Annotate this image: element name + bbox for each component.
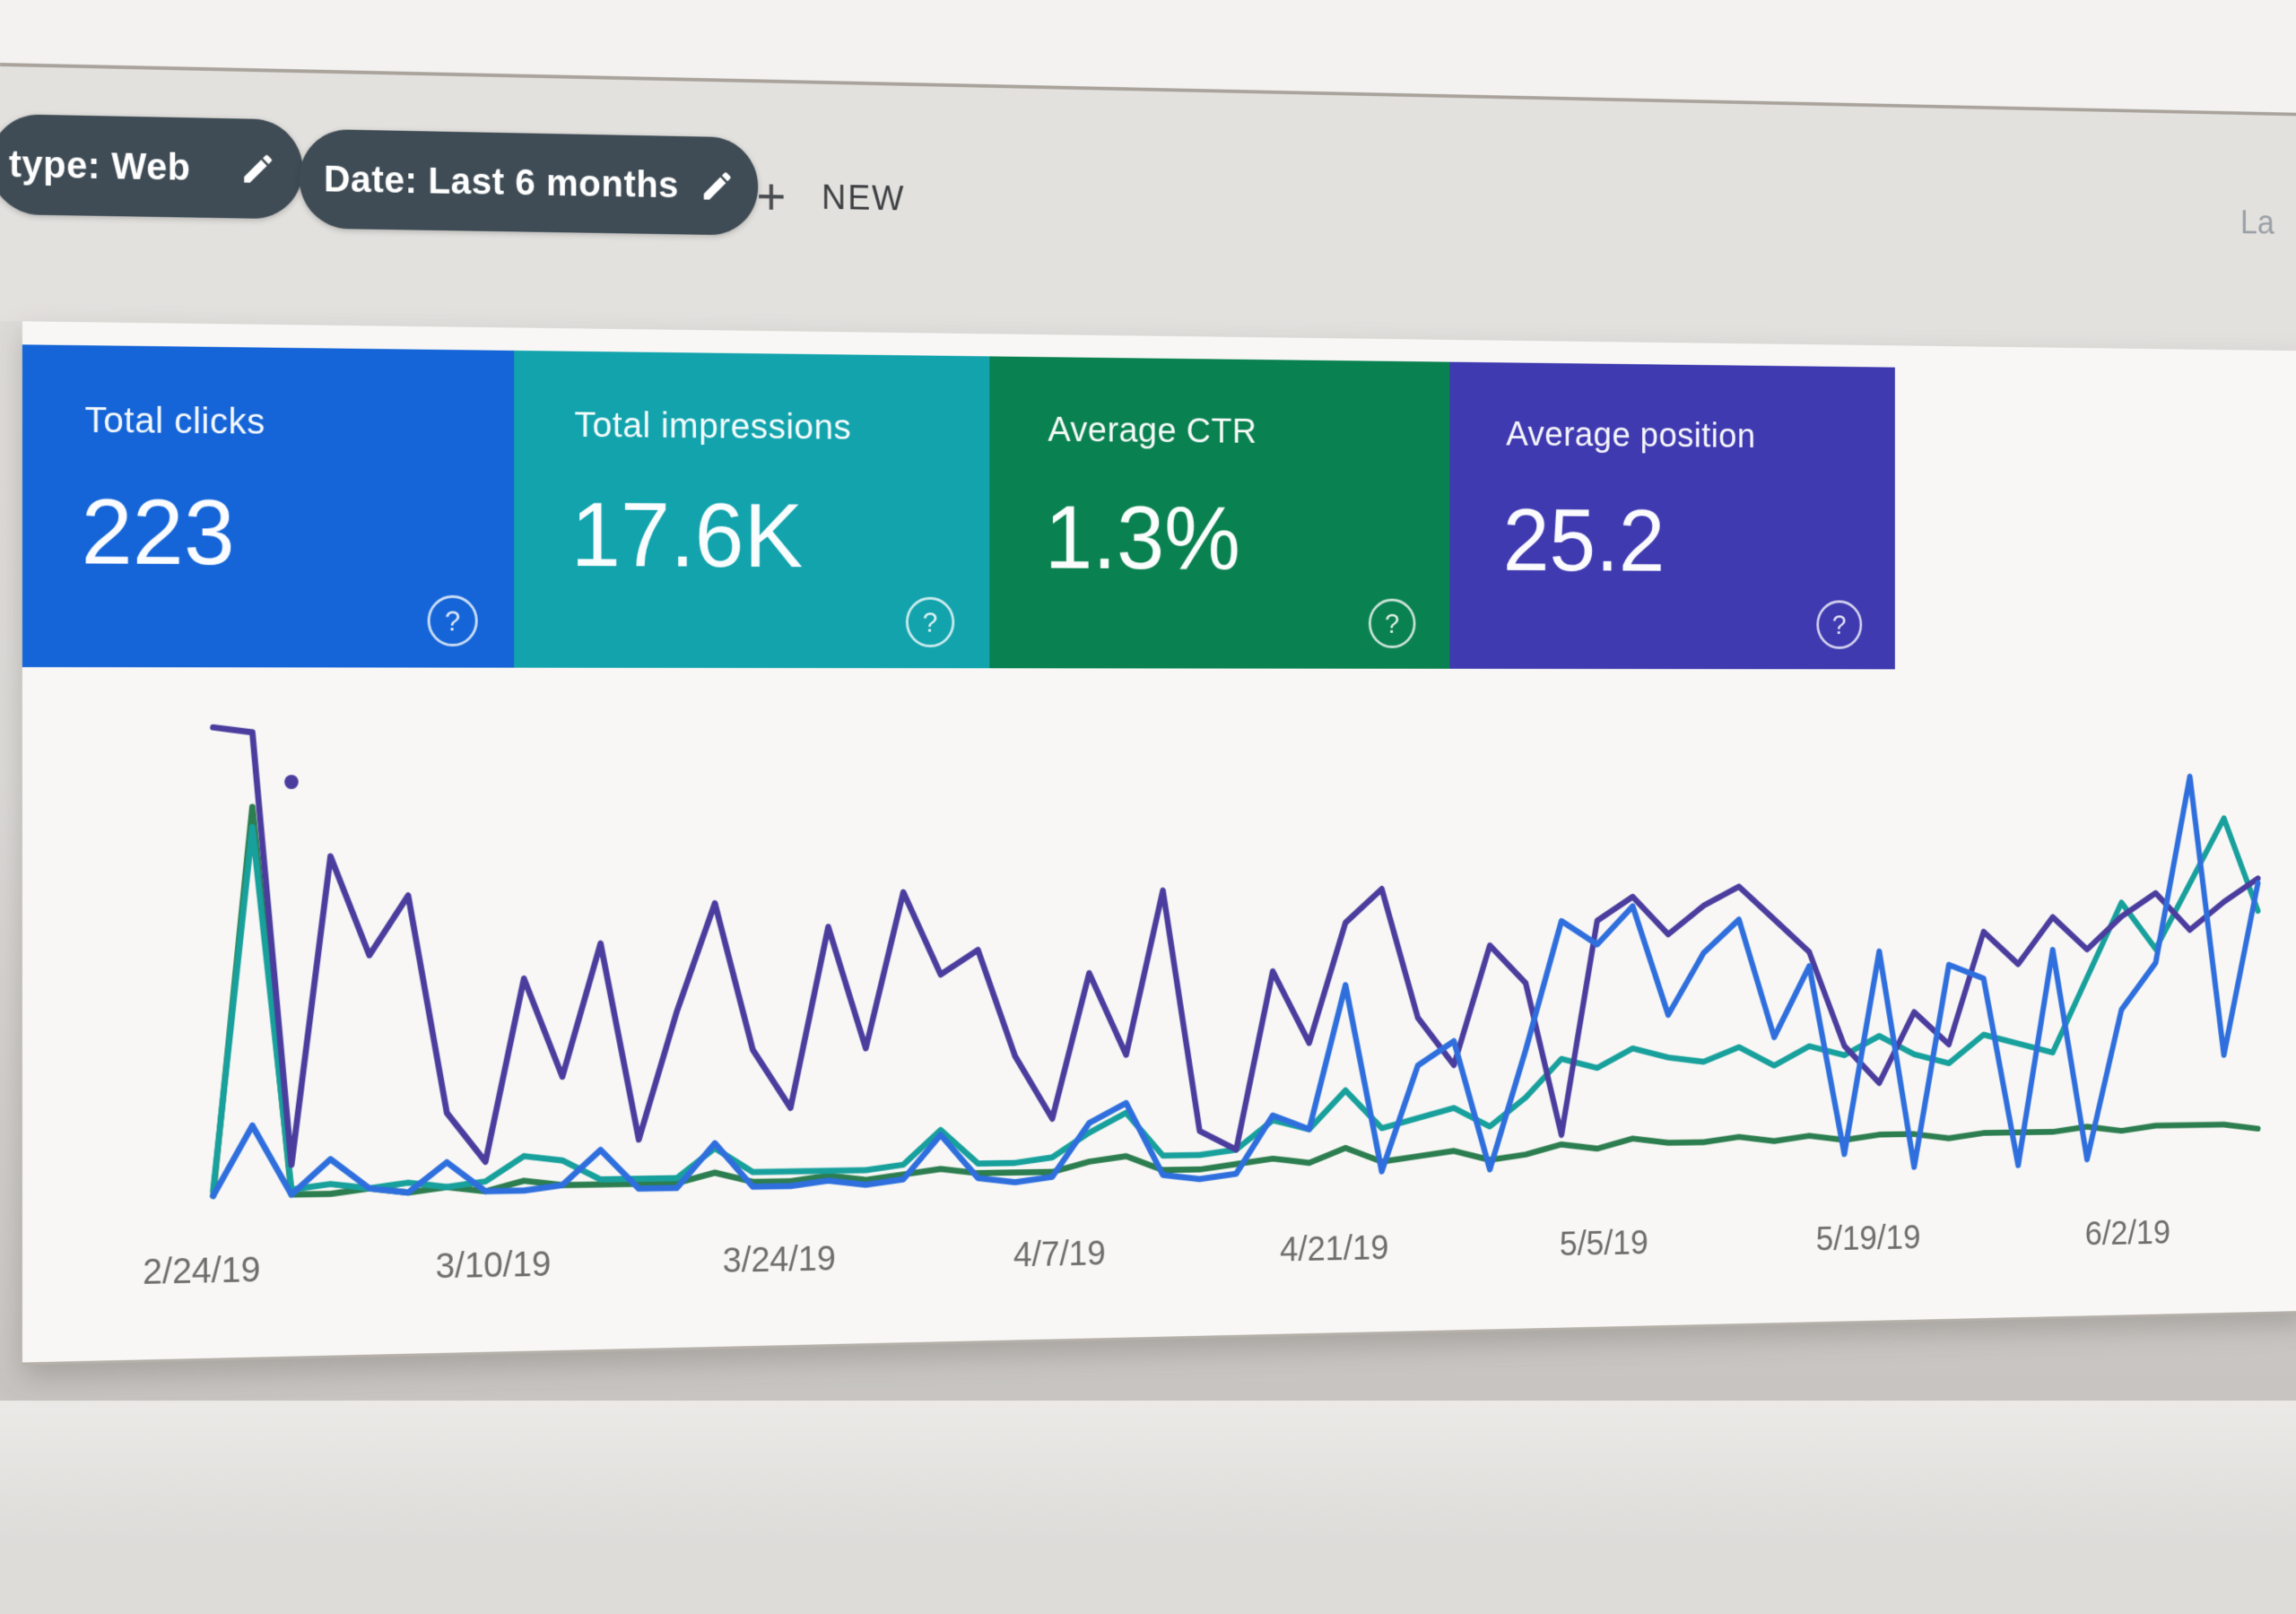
series-line-average-position xyxy=(213,725,2258,1166)
filter-chip-date-range-label: Date: Last 6 months xyxy=(323,157,679,206)
plus-icon: + xyxy=(756,166,787,226)
filter-chip-search-type[interactable]: type: Web xyxy=(0,113,303,220)
help-icon-glyph: ? xyxy=(1831,609,1847,640)
metric-card-label: Average position xyxy=(1506,413,1756,456)
x-tick-label: 6/2/19 xyxy=(2084,1214,2171,1253)
x-tick-label: 4/21/19 xyxy=(1280,1228,1389,1270)
filter-chip-search-type-label: type: Web xyxy=(8,143,191,188)
new-filter-label: NEW xyxy=(822,178,906,218)
x-tick-label: 3/24/19 xyxy=(722,1239,836,1280)
help-icon[interactable]: ? xyxy=(1368,598,1416,648)
help-icon[interactable]: ? xyxy=(1816,600,1863,649)
help-icon[interactable]: ? xyxy=(427,594,478,646)
x-tick-label: 4/7/19 xyxy=(1013,1234,1106,1275)
x-tick-label: 5/19/19 xyxy=(1815,1219,1921,1258)
cropped-right-text: La xyxy=(2239,204,2274,242)
metric-card-value: 1.3% xyxy=(1044,487,1241,589)
metric-card-average-position[interactable]: Average position 25.2 ? xyxy=(1449,361,1895,670)
help-icon-glyph: ? xyxy=(1385,607,1400,638)
pencil-icon[interactable] xyxy=(239,150,276,187)
help-icon[interactable]: ? xyxy=(905,596,955,647)
help-icon-glyph: ? xyxy=(922,605,938,638)
metric-card-value: 223 xyxy=(81,480,235,586)
performance-line-chart[interactable] xyxy=(107,690,2296,1227)
filter-chip-date-range[interactable]: Date: Last 6 months xyxy=(299,128,759,236)
metric-card-total-impressions[interactable]: Total impressions 17.6K ? xyxy=(514,350,990,669)
metric-card-label: Average CTR xyxy=(1048,409,1257,451)
metric-card-value: 17.6K xyxy=(570,483,804,587)
x-tick-label: 5/5/19 xyxy=(1559,1224,1648,1263)
metric-card-label: Total impressions xyxy=(574,404,852,447)
help-icon-glyph: ? xyxy=(445,604,461,637)
metric-card-value: 25.2 xyxy=(1502,490,1665,591)
metric-card-total-clicks[interactable]: Total clicks 223 ? xyxy=(22,344,515,668)
x-tick-label: 2/24/19 xyxy=(143,1250,261,1292)
new-filter-button[interactable]: + NEW xyxy=(756,160,905,236)
outlier-data-point xyxy=(284,775,299,790)
metric-card-label: Total clicks xyxy=(84,398,265,442)
metric-card-average-ctr[interactable]: Average CTR 1.3% ? xyxy=(989,356,1450,669)
pencil-icon[interactable] xyxy=(700,168,735,205)
x-tick-label: 3/10/19 xyxy=(435,1245,552,1287)
